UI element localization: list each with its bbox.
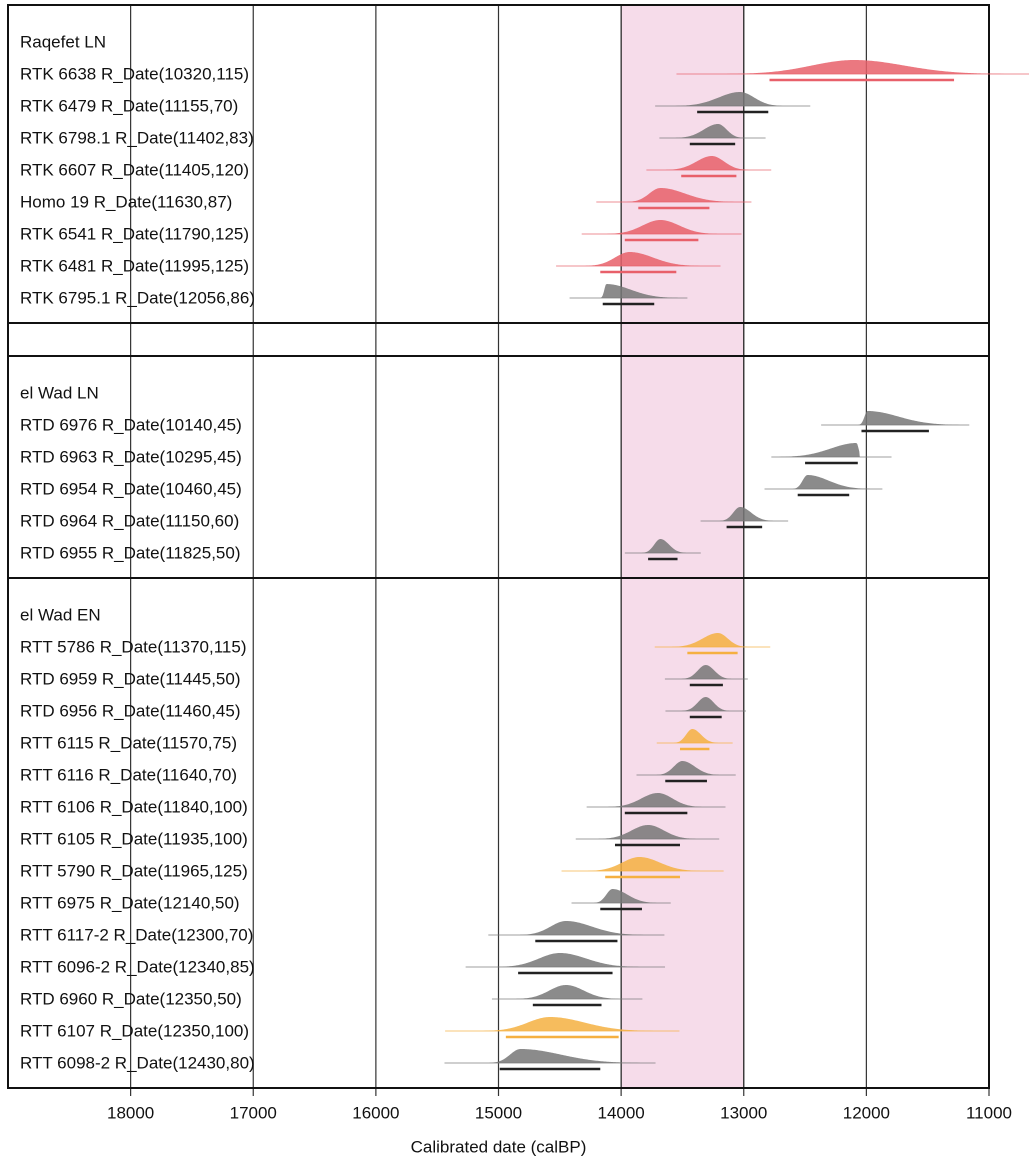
row-label: RTK 6541 R_Date(11790,125)	[20, 224, 249, 243]
row-label: RTT 6106 R_Date(11840,100)	[20, 797, 248, 816]
row-label: RTK 6479 R_Date(11155,70)	[20, 96, 238, 115]
distribution	[489, 1049, 641, 1063]
group-title: el Wad LN	[20, 383, 99, 402]
row-label: RTK 6638 R_Date(10320,115)	[20, 64, 249, 83]
group-title: Raqefet LN	[20, 32, 106, 51]
distribution	[598, 825, 696, 839]
row-label: RTK 6607 R_Date(11405,120)	[20, 160, 249, 179]
row-label: RTT 6096-2 R_Date(12340,85)	[20, 957, 255, 976]
row-label: RTT 6098-2 R_Date(12430,80)	[20, 1053, 255, 1072]
row-label: RTD 6964 R_Date(11150,60)	[20, 511, 239, 530]
row-label: RTK 6798.1 R_Date(11402,83)	[20, 128, 254, 147]
x-tick-label: 14000	[597, 1103, 644, 1122]
highlight-band	[621, 5, 744, 1088]
distribution	[497, 953, 639, 967]
x-tick-label: 13000	[720, 1103, 767, 1122]
row-label: RTD 6955 R_Date(11825,50)	[20, 543, 241, 562]
distribution	[792, 475, 871, 489]
distribution	[681, 697, 730, 711]
distribution	[675, 124, 744, 138]
row-label: RTK 6481 R_Date(11995,125)	[20, 256, 249, 275]
distribution	[608, 793, 703, 807]
distribution	[588, 857, 701, 871]
row-label: RTD 6963 R_Date(10295,45)	[20, 447, 242, 466]
x-tick-label: 18000	[107, 1103, 154, 1122]
group-title: el Wad EN	[20, 605, 101, 624]
distribution	[607, 220, 718, 234]
row-label: RTT 5786 R_Date(11370,115)	[20, 637, 247, 656]
row-label: RTT 6105 R_Date(11935,100)	[20, 829, 248, 848]
row-label: RTD 6954 R_Date(10460,45)	[20, 479, 242, 498]
distribution	[675, 92, 783, 106]
distribution	[727, 60, 1005, 74]
distribution	[585, 252, 700, 266]
row-label: RTT 6116 R_Date(11640,70)	[20, 765, 237, 784]
x-axis-label: Calibrated date (calBP)	[411, 1137, 587, 1156]
row-label: RTT 5790 R_Date(11965,125)	[20, 861, 248, 880]
panel-frame	[7, 577, 990, 1089]
row-label: Homo 19 R_Date(11630,87)	[20, 192, 232, 211]
row-label: RTD 6956 R_Date(11460,45)	[20, 701, 241, 720]
distribution	[600, 284, 679, 298]
distribution	[673, 729, 718, 743]
row-label: RTK 6795.1 R_Date(12056,86)	[20, 288, 255, 307]
x-tick-label: 12000	[843, 1103, 890, 1122]
distribution	[656, 761, 720, 775]
row-label: RTD 6959 R_Date(11445,50)	[20, 669, 241, 688]
distribution	[779, 443, 860, 457]
row-label: RTD 6976 R_Date(10140,45)	[20, 415, 242, 434]
distribution	[519, 921, 644, 935]
x-tick-label: 15000	[475, 1103, 522, 1122]
x-tick-label: 11000	[966, 1103, 1012, 1122]
distribution	[516, 985, 620, 999]
distribution	[627, 188, 734, 202]
distribution	[641, 539, 687, 553]
row-label: RTT 6107 R_Date(12350,100)	[20, 1021, 249, 1040]
distribution	[594, 889, 657, 903]
distribution	[665, 156, 749, 170]
distribution	[858, 411, 960, 425]
distribution	[483, 1017, 654, 1031]
distribution	[719, 507, 774, 521]
row-label: RTT 6117-2 R_Date(12300,70)	[20, 925, 253, 944]
x-tick-label: 17000	[230, 1103, 277, 1122]
row-label: RTD 6960 R_Date(12350,50)	[20, 989, 242, 1008]
distribution	[672, 633, 748, 647]
x-tick-label: 16000	[352, 1103, 399, 1122]
row-label: RTT 6115 R_Date(11570,75)	[20, 733, 237, 752]
row-label: RTT 6975 R_Date(12140,50)	[20, 893, 240, 912]
distribution	[681, 665, 732, 679]
